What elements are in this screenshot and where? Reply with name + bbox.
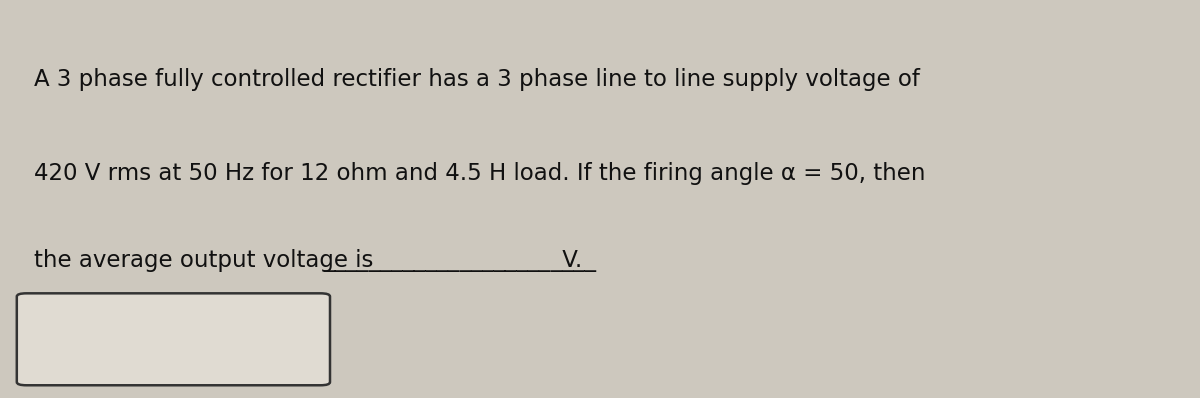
Text: V.: V. [556,249,582,272]
Text: A 3 phase fully controlled rectifier has a 3 phase line to line supply voltage o: A 3 phase fully controlled rectifier has… [34,68,919,91]
Text: 420 V rms at 50 Hz for 12 ohm and 4.5 H load. If the firing angle α = 50, then: 420 V rms at 50 Hz for 12 ohm and 4.5 H … [34,162,925,185]
Text: the average output voltage is: the average output voltage is [34,249,380,272]
FancyBboxPatch shape [17,293,330,385]
Text: ________________________: ________________________ [324,249,596,272]
